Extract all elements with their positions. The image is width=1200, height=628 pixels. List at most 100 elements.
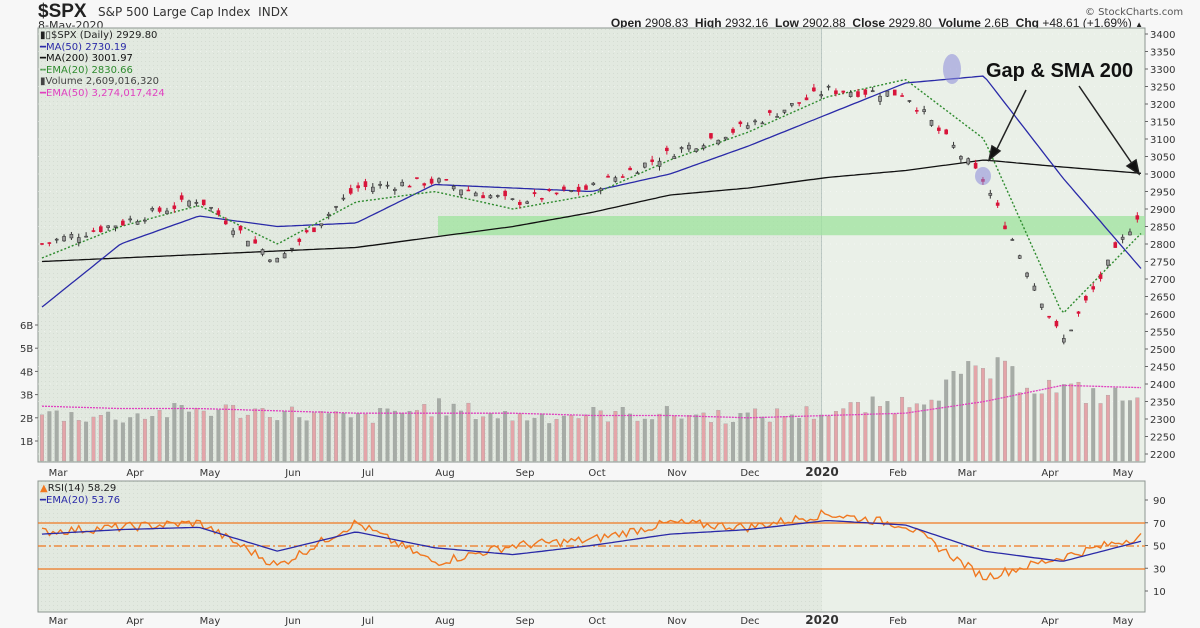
svg-text:Nov: Nov [667, 616, 687, 627]
svg-text:May: May [200, 616, 221, 627]
svg-text:5B: 5B [20, 344, 33, 355]
svg-text:2500: 2500 [1150, 345, 1175, 356]
svg-text:May: May [1113, 468, 1134, 479]
change-label: Chg [1015, 16, 1039, 30]
svg-text:Mar: Mar [49, 468, 69, 479]
rsi-icon: ▲ [40, 483, 48, 494]
dotted-line-icon: ┅ [40, 64, 47, 76]
svg-text:Mar: Mar [958, 616, 978, 627]
open-value: 2908.83 [644, 16, 689, 30]
support-zone [438, 216, 1145, 236]
volume-ema50-line [41, 384, 1142, 419]
svg-text:3050: 3050 [1150, 153, 1175, 164]
svg-text:Apr: Apr [1041, 468, 1059, 479]
exchange-label: INDX [258, 5, 289, 19]
svg-text:Jul: Jul [361, 468, 374, 479]
annotation-arrows [987, 85, 1141, 176]
copyright: © StockCharts.com [1085, 7, 1184, 18]
svg-text:3250: 3250 [1150, 83, 1175, 94]
svg-text:Dec: Dec [740, 616, 759, 627]
svg-text:Oct: Oct [588, 616, 605, 627]
date-axis-middle: Mar Apr May Jun Jul Aug Sep Oct Nov Dec 2020 Feb Mar… [49, 465, 1134, 479]
svg-text:2650: 2650 [1150, 293, 1175, 304]
svg-text:3400: 3400 [1150, 30, 1175, 41]
svg-text:2850: 2850 [1150, 223, 1175, 234]
svg-text:2250: 2250 [1150, 433, 1175, 444]
ema20-line [41, 78, 1142, 314]
legend-item-rsi-ema: ━EMA(20) 53.76 [40, 494, 121, 506]
svg-text:2450: 2450 [1150, 363, 1175, 374]
svg-text:2200: 2200 [1150, 450, 1175, 461]
svg-text:Aug: Aug [435, 616, 455, 627]
rsi-axis: 90 70 50 30 10 [1145, 496, 1166, 598]
svg-text:Jul: Jul [361, 616, 374, 627]
svg-text:2400: 2400 [1150, 380, 1175, 391]
symbol-title: $SPX [38, 1, 87, 22]
svg-text:Aug: Aug [435, 468, 455, 479]
annotation-text: Gap & SMA 200 [986, 60, 1134, 82]
svg-text:3350: 3350 [1150, 48, 1175, 59]
svg-text:Mar: Mar [958, 468, 978, 479]
legend-item-ma200: ━MA(200) 3001.97 [40, 53, 133, 64]
rsi-legend: ▲RSI(14) 58.29 ━EMA(20) 53.76 [40, 483, 120, 506]
open-label: Open [610, 16, 642, 30]
svg-text:10: 10 [1153, 587, 1166, 598]
legend-item-price: ▮▯$SPX (Daily) 2929.80 [40, 30, 158, 41]
svg-text:90: 90 [1153, 496, 1166, 507]
low-value: 2902.88 [802, 16, 846, 30]
ohlc-summary: Open 2908.83 High 2932.16 Low 2902.88 Cl… [611, 16, 1143, 30]
price-candles [40, 83, 1140, 345]
svg-text:2900: 2900 [1150, 205, 1175, 216]
svg-text:May: May [200, 468, 221, 479]
ma200-line [41, 159, 1142, 263]
svg-text:2600: 2600 [1150, 310, 1175, 321]
svg-text:Oct: Oct [588, 468, 605, 479]
svg-text:May: May [1113, 616, 1134, 627]
svg-text:2020: 2020 [805, 613, 838, 627]
legend-item-rsi: ▲RSI(14) 58.29 [40, 483, 117, 494]
index-full-name: S&P 500 Large Cap Index [98, 5, 251, 19]
svg-text:Sep: Sep [516, 616, 535, 627]
svg-text:3000: 3000 [1150, 170, 1175, 181]
legend-item-ma50: ━MA(50) 2730.19 [40, 41, 127, 53]
svg-text:3150: 3150 [1150, 118, 1175, 129]
svg-text:Apr: Apr [126, 468, 144, 479]
volume-axis: 6B 5B 4B 3B 2B 1B [20, 321, 38, 448]
candlestick-icon: ▮▯ [40, 30, 52, 41]
change-value: +48.61 (+1.69%) [1042, 16, 1132, 30]
svg-text:3200: 3200 [1150, 100, 1175, 111]
svg-text:Nov: Nov [667, 468, 687, 479]
rsi-panel [37, 480, 1146, 613]
svg-text:2020: 2020 [805, 465, 838, 479]
svg-text:2B: 2B [20, 414, 33, 425]
price-legend: ▮▯$SPX (Daily) 2929.80 ━MA(50) 2730.19 ━… [40, 30, 165, 99]
svg-text:1B: 1B [20, 437, 33, 448]
close-value: 2929.80 [888, 16, 932, 30]
svg-text:Feb: Feb [889, 468, 907, 479]
index-name: S&P 500 Large Cap Index INDX [98, 5, 288, 19]
legend-item-ema20: ┅EMA(20) 2830.66 [40, 64, 133, 76]
svg-text:30: 30 [1153, 564, 1166, 575]
up-arrow-icon: ▲ [1135, 20, 1143, 29]
close-label: Close [852, 16, 886, 30]
svg-text:2750: 2750 [1150, 258, 1175, 269]
svg-text:2700: 2700 [1150, 275, 1175, 286]
svg-text:3100: 3100 [1150, 135, 1175, 146]
volume-label: Volume [938, 16, 981, 30]
line-icon: ━ [40, 53, 47, 64]
volume-bars [40, 357, 1140, 462]
high-value: 2932.16 [724, 16, 769, 30]
price-axis: 3400 3350 3300 3250 3200 3150 3100 3050 3000 2950… [1145, 30, 1175, 461]
svg-text:6B: 6B [20, 321, 33, 332]
svg-text:Mar: Mar [49, 616, 69, 627]
svg-text:Jun: Jun [284, 616, 301, 627]
rsi-line [41, 509, 1142, 581]
svg-text:Jun: Jun [284, 468, 301, 479]
high-label: High [694, 16, 722, 30]
svg-text:2800: 2800 [1150, 240, 1175, 251]
svg-text:2550: 2550 [1150, 328, 1175, 339]
date-axis-bottom: Mar Apr May Jun Jul Aug Sep Oct Nov Dec 2020 Feb Mar… [49, 613, 1134, 627]
svg-text:Feb: Feb [889, 616, 907, 627]
svg-text:Apr: Apr [1041, 616, 1059, 627]
